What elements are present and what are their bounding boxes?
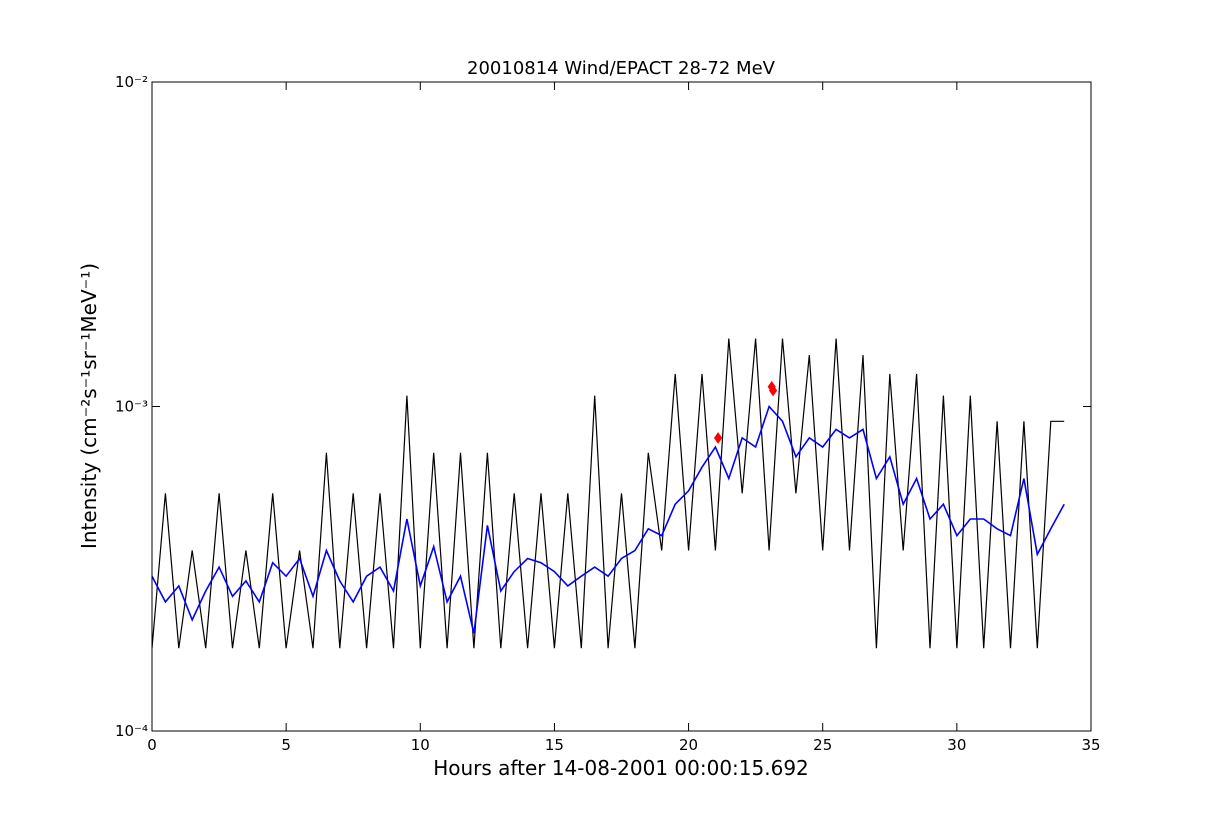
y-tick-label: 10⁻⁴: [115, 722, 148, 740]
x-axis-label: Hours after 14-08-2001 00:00:15.692: [433, 756, 809, 780]
marker: [713, 432, 723, 444]
y-tick-label: 10⁻²: [115, 73, 148, 91]
data-line: [151, 404, 1065, 634]
marker: [768, 384, 778, 397]
y-axis-label: Intensity (cm⁻²s⁻¹sr⁻¹MeV⁻¹): [77, 263, 101, 549]
x-tick-label: 0: [147, 736, 157, 754]
plot-area: [151, 338, 1065, 649]
x-tick-label: 15: [545, 736, 564, 754]
x-tick-label: 20: [679, 736, 698, 754]
y-tick-label: 10⁻³: [115, 398, 148, 416]
x-tick-label: 10: [411, 736, 430, 754]
x-tick-label: 35: [1081, 736, 1100, 754]
data-line: [151, 338, 1065, 649]
chart-title: 20010814 Wind/EPACT 28-72 MeV: [467, 58, 776, 79]
x-tick-label: 25: [813, 736, 832, 754]
x-tick-label: 30: [947, 736, 966, 754]
x-tick-label: 5: [281, 736, 291, 754]
